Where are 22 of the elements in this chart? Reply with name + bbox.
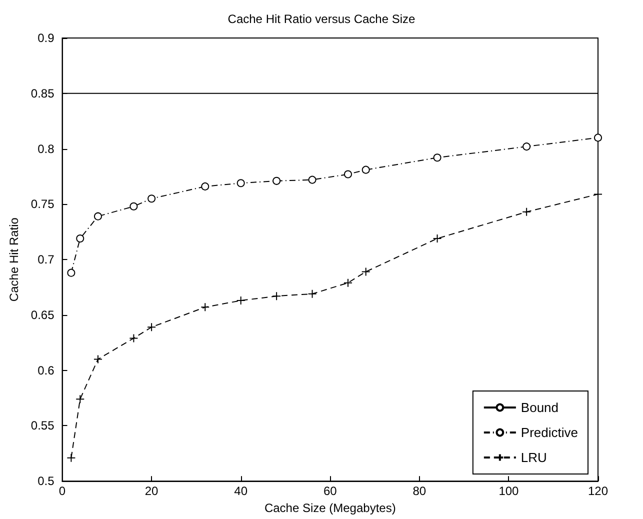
y-tick-label: 0.7 [38, 252, 55, 267]
chart-title: Cache Hit Ratio versus Cache Size [228, 12, 416, 26]
y-tick-label: 0.85 [30, 86, 55, 100]
x-tick-label: 20 [144, 484, 159, 498]
y-tick-label: 0.75 [30, 197, 55, 212]
y-tick-label: 0.55 [30, 418, 55, 433]
y-tick-label: 0.65 [30, 308, 55, 322]
x-axis-title: Cache Size (Megabytes) [264, 501, 396, 515]
x-tick-label: 60 [323, 484, 338, 498]
legend-label: LRU [520, 450, 547, 465]
legend-label: Predictive [520, 425, 578, 440]
y-axis-title: Cache Hit Ratio [7, 217, 21, 302]
y-tick-label: 0.5 [38, 474, 55, 488]
x-tick-label: 40 [234, 484, 248, 498]
x-tick-label: 120 [588, 484, 608, 498]
y-tick-label: 0.8 [38, 142, 55, 156]
legend-label: Bound [520, 400, 559, 415]
x-tick-label: 100 [498, 484, 520, 498]
x-tick-label: 80 [412, 484, 426, 498]
y-tick-label: 0.9 [38, 31, 55, 45]
y-tick-label: 0.6 [38, 363, 55, 378]
x-tick-label: 0 [58, 484, 66, 498]
